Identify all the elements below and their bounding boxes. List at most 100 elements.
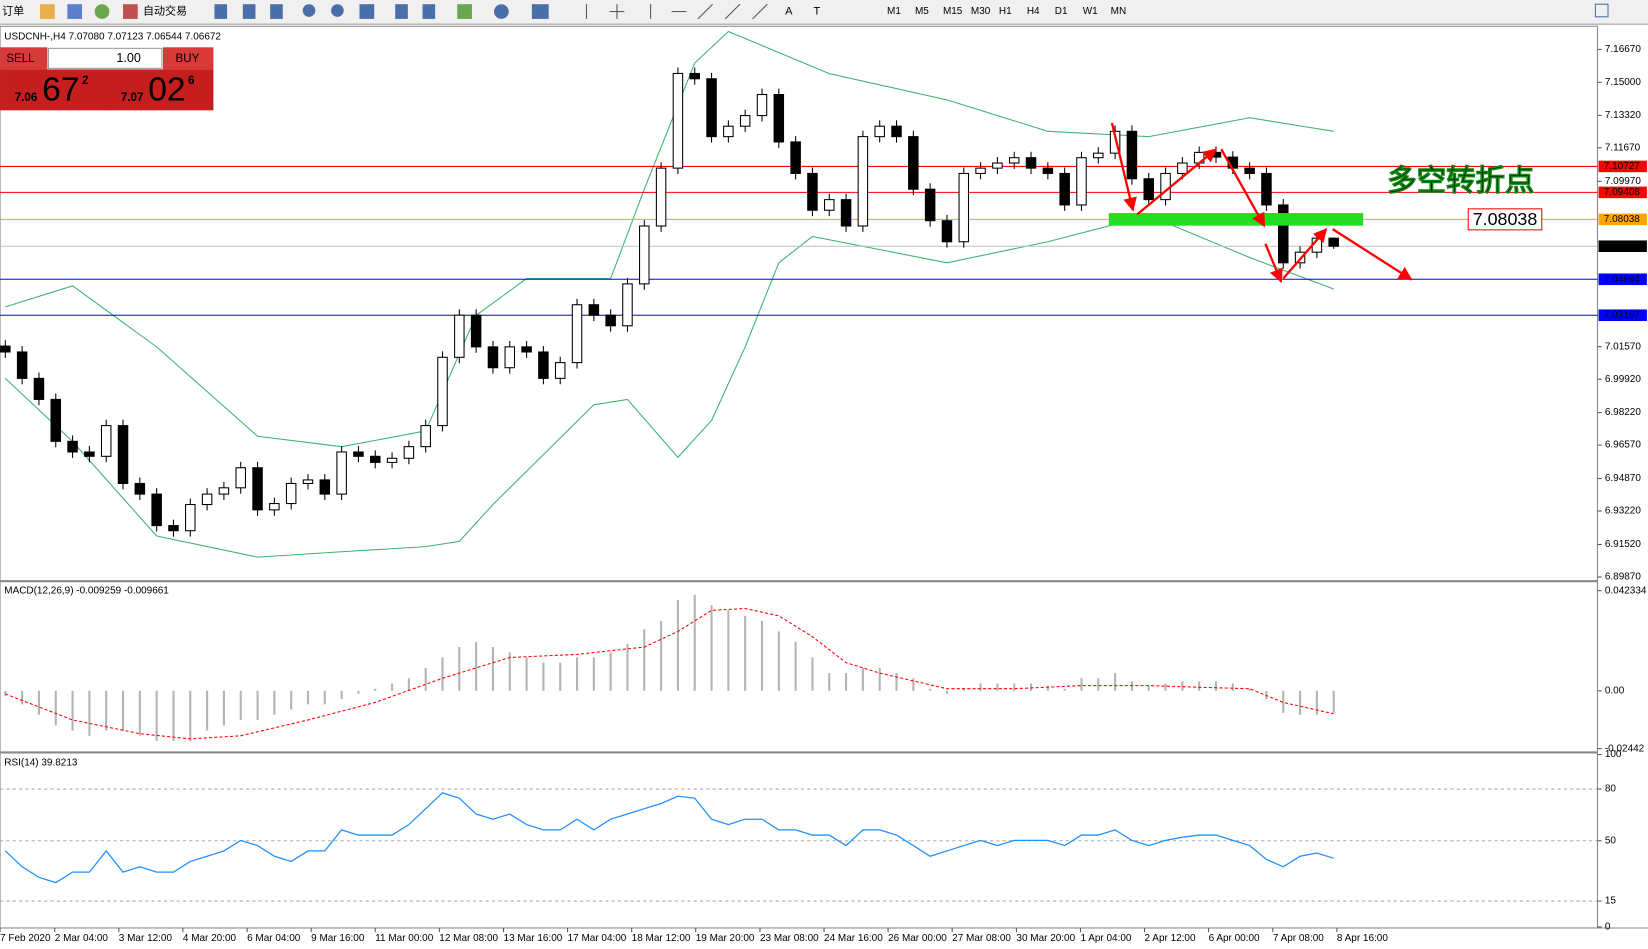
icon[interactable] <box>395 4 408 19</box>
candle-body <box>790 141 801 174</box>
icon[interactable] <box>422 4 436 19</box>
auto-trading-button[interactable]: 自动交易 <box>143 3 187 17</box>
rsi-line <box>4 792 1334 884</box>
trendline-tool[interactable] <box>697 3 713 20</box>
candle-body <box>403 446 415 459</box>
y-tick-label: 50 <box>1605 835 1617 846</box>
x-tick-label: 1 Apr 04:00 <box>1080 933 1131 944</box>
candle-body <box>1143 178 1154 201</box>
timeframe-button[interactable]: W1 <box>1083 6 1098 17</box>
price-tag <box>1598 213 1647 226</box>
candle-body <box>807 172 818 211</box>
candle-body <box>67 440 78 453</box>
candle-body <box>1261 172 1272 206</box>
drawing-tools <box>585 3 768 20</box>
icon[interactable] <box>531 4 549 19</box>
candle-body <box>723 125 734 138</box>
toolbar: 订单 自动交易 A T <box>0 0 1648 25</box>
candle-body <box>857 136 869 227</box>
y-tick-label: 6.93220 <box>1605 506 1641 517</box>
price-sup: 2 <box>82 75 88 87</box>
price-tag-label: 7.04994 <box>1604 274 1640 285</box>
pivot-zone <box>1108 213 1364 226</box>
x-tick-label: 19 Mar 20:00 <box>696 933 755 944</box>
candle-body <box>117 425 129 484</box>
y-tick-label: 100 <box>1605 749 1622 760</box>
candle-body <box>1076 157 1087 206</box>
candle-body <box>100 425 112 457</box>
price-sup: 6 <box>188 75 194 87</box>
trend-arrows <box>1110 122 1413 283</box>
x-tick-label: 7 Apr 08:00 <box>1273 933 1324 944</box>
channel-tool[interactable] <box>724 3 741 20</box>
icon[interactable] <box>94 4 110 19</box>
fibo-tool[interactable] <box>752 3 768 20</box>
timeframe-button[interactable]: M1 <box>887 6 901 17</box>
candle-body <box>504 346 516 369</box>
x-tick-label: 11 Mar 00:00 <box>375 933 433 944</box>
indicator-title: USDCNH-,H4 7.07080 7.07123 7.06544 7.066… <box>4 31 221 42</box>
search-icon[interactable] <box>1594 3 1609 18</box>
toolbar-icons <box>214 4 549 19</box>
timeframe-button[interactable]: M30 <box>971 6 991 17</box>
candle-body <box>1160 172 1171 201</box>
candle-body <box>454 314 465 358</box>
y-tick-label: 0 <box>1605 922 1611 933</box>
y-tick-label: 6.99920 <box>1605 374 1641 385</box>
candle-body <box>773 93 785 143</box>
icon[interactable] <box>39 4 55 19</box>
new-order-button[interactable]: 订单 <box>2 4 24 17</box>
candle-body <box>1177 162 1188 174</box>
candle-body <box>0 345 11 353</box>
x-tick-label: 7 Feb 2020 <box>0 933 51 944</box>
y-tick-label: 7.15000 <box>1605 77 1641 88</box>
icon[interactable] <box>214 4 228 19</box>
candle-body <box>588 304 600 316</box>
text-tool[interactable]: A <box>785 5 793 17</box>
price-tag <box>1598 160 1647 173</box>
timeframe-button[interactable]: MN <box>1111 6 1127 17</box>
timeframe-button[interactable]: D1 <box>1055 6 1068 17</box>
price-tag <box>1598 186 1647 199</box>
level-callout-box <box>1467 208 1543 231</box>
timeframe-button[interactable]: H1 <box>999 6 1012 17</box>
label-tool[interactable]: T <box>813 5 820 17</box>
price-box[interactable] <box>106 69 214 111</box>
sell-button[interactable] <box>0 47 48 70</box>
x-tick-label: 13 Mar 16:00 <box>504 933 563 944</box>
candle-body <box>672 72 684 169</box>
x-tick-label: 8 Apr 16:00 <box>1337 933 1388 944</box>
icon[interactable] <box>494 4 509 19</box>
candle-body <box>16 351 28 379</box>
macd-signal <box>5 607 1334 740</box>
candle-body <box>1244 167 1255 174</box>
icon[interactable] <box>359 4 375 19</box>
candle-body <box>185 504 196 532</box>
icon[interactable] <box>331 4 344 17</box>
price-tag-label: 7.09408 <box>1604 187 1640 198</box>
x-tick-label: 27 Mar 08:00 <box>952 933 1011 944</box>
icon[interactable] <box>67 4 83 19</box>
y-tick-label: 7.16670 <box>1605 44 1641 55</box>
price-box[interactable] <box>0 69 108 111</box>
timeframe-button[interactable]: M15 <box>943 6 963 17</box>
timeframe-button[interactable]: H4 <box>1027 6 1040 17</box>
candle-body <box>975 167 986 174</box>
timeframe-button[interactable]: M5 <box>915 6 929 17</box>
icon[interactable] <box>302 4 316 17</box>
icon[interactable] <box>242 4 256 19</box>
sell-label: SELL <box>6 53 35 65</box>
price-tag <box>1598 273 1647 286</box>
candle-body <box>554 362 566 379</box>
candle-body <box>84 451 95 457</box>
candle-body <box>639 225 650 285</box>
buy-button[interactable] <box>162 47 214 70</box>
lot-field[interactable] <box>47 47 163 69</box>
candle-body <box>269 503 280 511</box>
icon[interactable] <box>270 4 283 19</box>
icon[interactable] <box>457 4 472 19</box>
x-tick-label: 30 Mar 20:00 <box>1016 933 1075 944</box>
auto-trading-icon[interactable] <box>123 4 138 19</box>
x-tick-label: 2 Mar 04:00 <box>55 933 109 944</box>
